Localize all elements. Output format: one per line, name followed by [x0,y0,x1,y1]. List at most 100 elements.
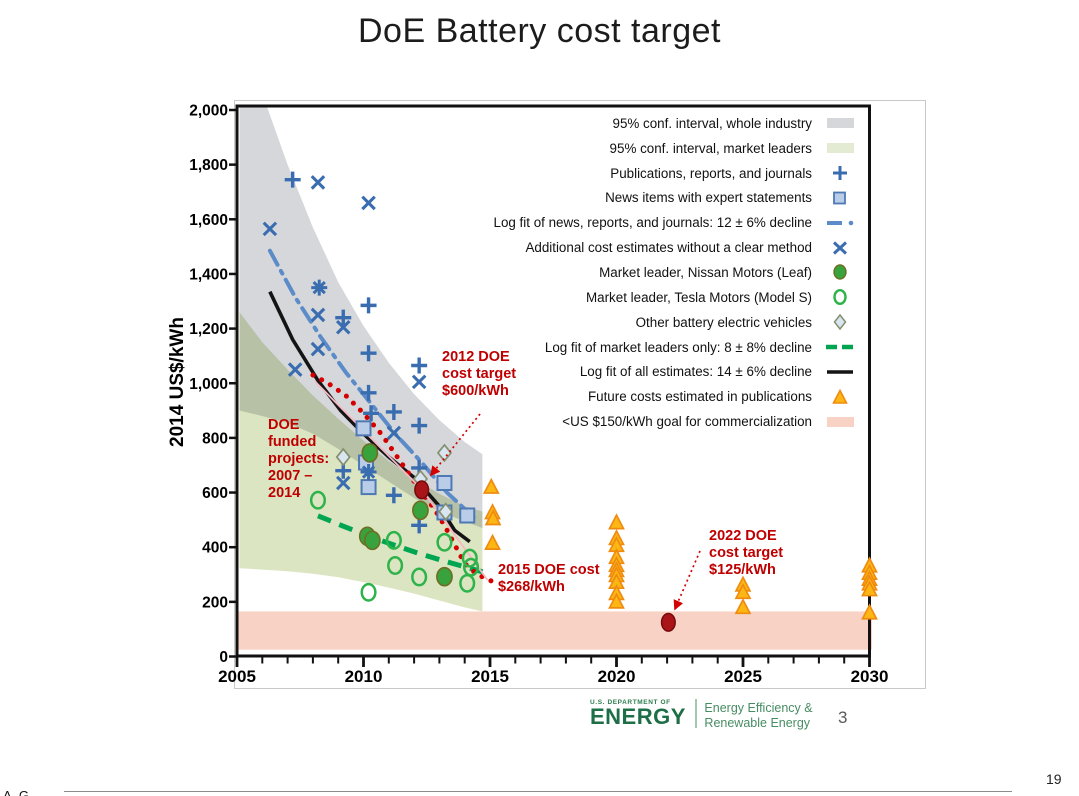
x-tick-label: 2010 [345,667,383,686]
legend-item-label: 95% conf. interval, market leaders [609,140,812,156]
page-title: DoE Battery cost target [358,12,721,50]
y-axis-label: 2014 US$/kWh [167,317,188,447]
doe-logo-program-line2: Renewable Energy [704,715,811,730]
footer-left-clipped-text: A. G [3,788,30,796]
chart-legend: 95% conf. interval, whole industry 95% co… [420,111,856,434]
legend-marker-circle_filled [824,263,856,281]
y-tick-label: 400 [202,540,228,557]
legend-item: Other battery electric vehicles [420,310,856,335]
plot-spines [235,104,871,658]
marker-triangle [482,477,500,494]
marker-circle-filled [361,443,379,463]
legend-item: Log fit of news, reports, and journals: … [420,210,856,235]
legend-item-label: Additional cost estimates without a clea… [525,240,812,256]
x-tick-label: 2020 [598,667,636,686]
marker-x [361,195,376,211]
slide-number: 19 [1046,771,1062,787]
marker-x [310,307,326,323]
marker-plus [411,357,428,374]
doe-logo-program-text: Energy Efficiency & Renewable Energy [704,699,812,730]
legend-item-label: 95% conf. interval, whole industry [612,115,812,131]
fitline-leaders-fit [317,513,484,575]
marker-plus [385,403,402,420]
legend-item: Market leader, Tesla Motors (Model S) [420,285,856,310]
doe-logo-program-line1: Energy Efficiency & [704,701,813,715]
marker-plus [385,487,402,504]
marker-diamond [438,502,454,522]
legend-item-label: News items with expert statements [605,190,812,206]
marker-circle-open [309,490,327,510]
legend-item: 95% conf. interval, market leaders [420,136,856,161]
legend-item: Market leader, Nissan Motors (Leaf) [420,260,856,285]
y-tick-label: 1,400 [189,266,228,283]
legend-item: Future costs estimated in publications [420,384,856,409]
legend-marker-plus [824,164,856,182]
marker-plus [363,405,380,422]
legend-item-label: <US $150/kWh goal for commercialization [562,414,812,430]
marker-star [360,464,377,481]
marker-x [310,341,326,357]
y-tick-label: 1,600 [189,212,228,229]
marker-circle-filled [363,530,381,551]
legend-marker-swatch_green [824,139,856,157]
x-tick-label: 2015 [471,667,509,686]
legend-marker-bluedashdot [824,214,856,232]
marker-plus [411,417,428,434]
doe-logo-divider [694,699,698,728]
x-tick-label: 2025 [724,667,762,686]
legend-marker-square [824,189,856,207]
marker-square [459,507,476,524]
marker-doe-target [660,612,676,632]
marker-x [386,425,402,441]
marker-triangle [861,580,878,597]
goal-band [237,611,873,650]
y-tick-label: 1,800 [189,157,228,174]
legend-item: Publications, reports, and journals [420,161,856,186]
marker-triangle [608,513,625,530]
legend-item-label: Log fit of all estimates: 14 ± 6% declin… [579,364,812,380]
marker-circle-open [461,548,478,568]
marker-x [287,362,303,377]
legend-item: Log fit of market leaders only: 8 ± 8% d… [420,335,856,360]
x-tick-label: 2005 [218,667,256,686]
marker-circle-open [360,582,377,602]
marker-diamond [436,443,453,463]
marker-plus [284,171,301,188]
legend-item-label: Log fit of news, reports, and journals: … [493,215,813,231]
y-tick-label: 2,000 [189,103,228,120]
marker-plus [360,345,377,362]
marker-doe-target [414,480,430,500]
legend-marker-x [824,239,856,257]
legend-marker-swatch_gray [824,114,856,132]
marker-circle-open [411,567,428,587]
legend-item: Additional cost estimates without a clea… [420,235,856,260]
marker-circle-open [385,530,402,550]
marker-circle-open [387,556,404,575]
figure-page-number: 3 [838,708,848,727]
y-tick-label: 1,000 [189,376,228,393]
legend-item-label: Other battery electric vehicles [635,314,812,330]
legend-item-label: Market leader, Nissan Motors (Leaf) [599,264,812,280]
legend-marker-greendash [824,338,856,356]
marker-x [262,221,278,237]
legend-marker-blackline [824,363,856,381]
y-tick-label: 0 [219,649,228,666]
marker-x [335,475,351,491]
marker-circle-open [459,573,476,593]
marker-plus [335,309,352,326]
y-tick-label: 1,200 [189,321,228,338]
figure-frame [234,100,926,689]
legend-marker-swatch_peach [824,413,856,431]
marker-plus [360,297,377,314]
legend-item-label: Publications, reports, and journals [610,165,812,181]
marker-triangle [484,533,501,550]
marker-triangle [608,592,625,609]
marker-circle-open [436,532,453,552]
marker-x [335,319,351,335]
legend-item: 95% conf. interval, whole industry [420,111,856,136]
doe-logo-dept-text: U.S. DEPARTMENT OF [590,699,671,706]
y-tick-label: 800 [202,430,228,447]
doe-logo-energy-text: ENERGY [590,704,686,729]
